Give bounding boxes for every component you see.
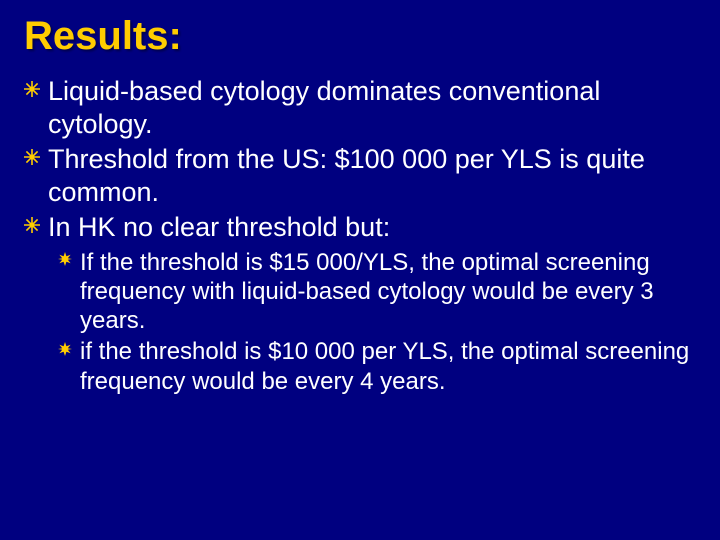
sub-list-item: If the threshold is $15 000/YLS, the opt… bbox=[58, 248, 696, 336]
bullet-text: In HK no clear threshold but: bbox=[48, 212, 390, 242]
list-item: Liquid-based cytology dominates conventi… bbox=[24, 75, 696, 141]
list-item: Threshold from the US: $100 000 per YLS … bbox=[24, 143, 696, 209]
starburst-icon bbox=[24, 149, 40, 165]
starburst-solid-icon bbox=[58, 252, 72, 266]
starburst-solid-icon bbox=[58, 342, 72, 356]
list-item: In HK no clear threshold but: If the thr… bbox=[24, 211, 696, 396]
slide: Results: Liquid-based cytology dominates… bbox=[0, 0, 720, 540]
bullet-text: Threshold from the US: $100 000 per YLS … bbox=[48, 144, 645, 207]
slide-title: Results: bbox=[24, 14, 696, 59]
sub-list-item: if the threshold is $10 000 per YLS, the… bbox=[58, 337, 696, 396]
starburst-icon bbox=[24, 217, 40, 233]
bullet-text: Liquid-based cytology dominates conventi… bbox=[48, 76, 600, 139]
starburst-icon bbox=[24, 81, 40, 97]
sub-bullet-text: if the threshold is $10 000 per YLS, the… bbox=[80, 338, 689, 394]
sub-bullet-text: If the threshold is $15 000/YLS, the opt… bbox=[80, 249, 654, 335]
bullet-list: Liquid-based cytology dominates conventi… bbox=[24, 75, 696, 396]
sub-bullet-list: If the threshold is $15 000/YLS, the opt… bbox=[58, 248, 696, 396]
